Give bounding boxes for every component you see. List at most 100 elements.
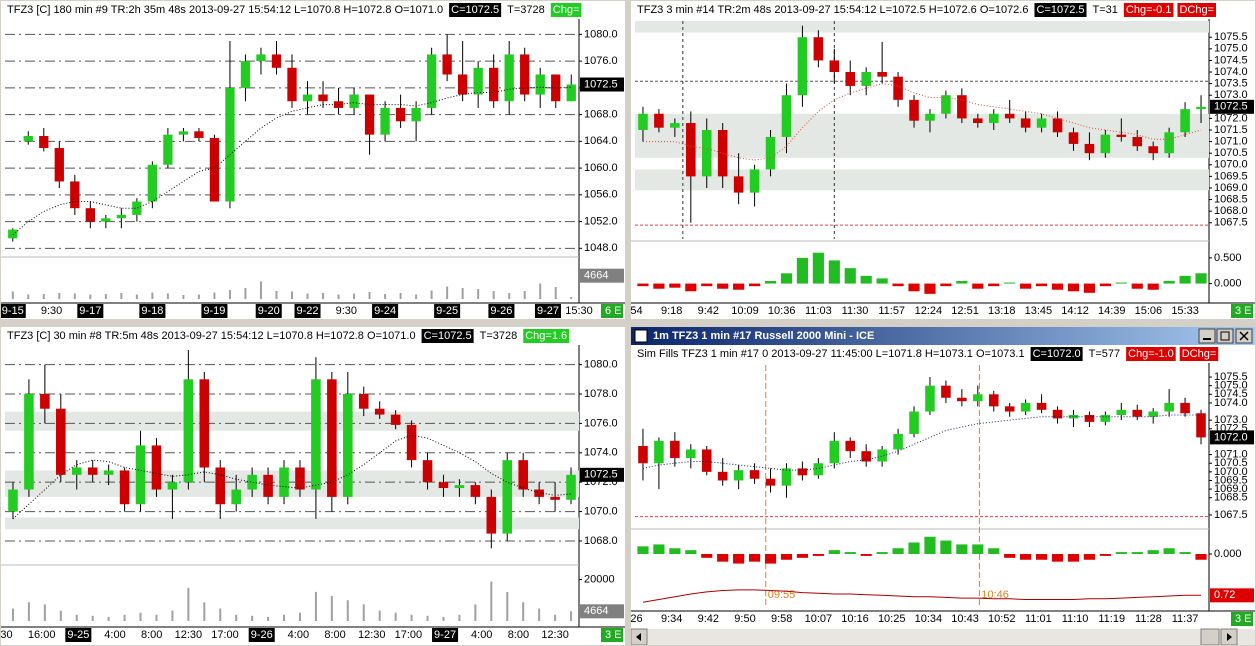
volume-bar xyxy=(155,614,158,621)
price-zone xyxy=(5,517,579,530)
y-tick-label: 1067.5 xyxy=(1214,217,1248,229)
volume-bar xyxy=(330,596,333,621)
scroll-thumb[interactable] xyxy=(1200,628,1220,645)
indicator-bar xyxy=(812,554,824,556)
candle-body xyxy=(287,67,297,102)
candle-body xyxy=(1036,402,1047,410)
window-buttons[interactable] xyxy=(1198,328,1253,344)
sub-tick-label: 0.500 xyxy=(1214,252,1242,264)
indicator-bar xyxy=(1179,552,1191,554)
x-tick-label: 10:43 xyxy=(951,613,979,625)
volume-tag-label: 4664 xyxy=(584,270,608,282)
price-zone xyxy=(635,169,1209,191)
candle-body xyxy=(1148,411,1158,417)
price-tag-label: 1072.5 xyxy=(584,469,618,481)
x-tick-label: 17:00 xyxy=(211,629,239,641)
candle-body xyxy=(765,136,776,170)
x-tick-label: :54 xyxy=(631,305,643,317)
candle-body xyxy=(877,72,887,77)
candle-body xyxy=(797,468,808,476)
candle-body xyxy=(551,74,561,102)
date-box xyxy=(77,304,104,318)
indicator-bar xyxy=(1051,554,1064,562)
volume-bar xyxy=(89,294,92,299)
candle-body xyxy=(1020,402,1031,412)
indicator-bar xyxy=(1163,548,1175,554)
candle-body xyxy=(103,470,114,475)
minimize-button[interactable] xyxy=(1198,328,1216,344)
x-tick-label: 10:34 xyxy=(915,613,943,625)
volume-bar xyxy=(275,291,278,299)
date-box xyxy=(432,628,459,642)
candle-body xyxy=(845,72,856,86)
candle-body xyxy=(411,107,421,122)
candle-body xyxy=(1132,136,1143,147)
x-tick-label: 11:03 xyxy=(805,305,832,317)
header-box xyxy=(1090,3,1120,17)
candle-body xyxy=(781,95,792,137)
y-tick-label: 1075.5 xyxy=(1214,31,1248,43)
header-text: DChg= xyxy=(1179,4,1214,16)
y-tick-label: 1074.5 xyxy=(1214,388,1248,400)
indicator-bar xyxy=(940,283,952,287)
header-box xyxy=(635,347,1027,361)
candle-body xyxy=(438,482,449,489)
candle-body xyxy=(988,394,999,407)
indicator-bar xyxy=(717,283,729,289)
volume-bar xyxy=(538,608,541,621)
header-box xyxy=(523,329,570,343)
x-tick-label: 9-25 xyxy=(436,305,458,317)
candle-body xyxy=(85,208,95,222)
x-tick-label: 8:00 xyxy=(508,629,529,641)
header-text: Sim Fills TFZ3 1 min #17 0 2013-09-27 11… xyxy=(637,348,1025,360)
maximize-button[interactable] xyxy=(1216,328,1234,344)
candle-body xyxy=(781,468,792,486)
indicator-bar xyxy=(1163,281,1175,284)
y-tick-label: 1052.0 xyxy=(584,215,618,227)
candle-body xyxy=(263,474,273,497)
candle-body xyxy=(163,134,173,165)
x-tick-label: 10:36 xyxy=(768,305,796,317)
volume-bar xyxy=(120,293,123,299)
y-tick-label: 1069.0 xyxy=(1214,182,1248,194)
y-tick-label: 1060.0 xyxy=(584,162,618,174)
candle-body xyxy=(1068,132,1079,144)
y-tick-label: 1075.0 xyxy=(1214,380,1248,392)
y-tick-label: 1068.0 xyxy=(1214,205,1248,217)
corner-box xyxy=(601,628,623,642)
x-tick-label: 10:09 xyxy=(731,305,759,317)
header-text: T=31 xyxy=(1093,4,1118,16)
candle-body xyxy=(151,445,162,490)
header-box xyxy=(550,3,582,17)
volume-bar xyxy=(399,293,402,299)
indicator-bar xyxy=(972,544,984,554)
volume-bar xyxy=(346,600,349,621)
header-text: DChg= xyxy=(1182,348,1217,360)
volume-bar xyxy=(11,291,14,299)
candle-body xyxy=(518,460,528,490)
indicator-bar xyxy=(685,283,697,292)
candle-body xyxy=(343,394,353,497)
scroll-track[interactable] xyxy=(631,629,1255,645)
candle-body xyxy=(225,87,235,202)
candle-body xyxy=(101,218,111,222)
date-box xyxy=(201,304,228,318)
scrollbar[interactable] xyxy=(631,628,1255,645)
x-tick-label: 9-20 xyxy=(258,305,280,317)
candle-body xyxy=(23,135,33,142)
y-tick-label: 1067.5 xyxy=(1214,509,1248,521)
price-tag xyxy=(1210,99,1254,114)
indicator-bar xyxy=(1020,554,1032,560)
sub-tick-label: 20000 xyxy=(584,573,615,585)
volume-bar xyxy=(228,290,231,299)
volume-bar xyxy=(474,604,477,621)
header-text: TFZ3 [C] 30 min #8 TR:5m 48s 2013-09-27 … xyxy=(7,330,416,342)
volume-bar xyxy=(570,297,573,299)
candle-body xyxy=(973,118,983,124)
y-tick-label: 1056.0 xyxy=(584,189,618,201)
indicator-bar xyxy=(988,283,1000,287)
volume-bar xyxy=(410,614,413,621)
candle-body xyxy=(147,164,158,202)
indicator-bar xyxy=(828,550,840,554)
indicator-bar xyxy=(988,548,1000,554)
